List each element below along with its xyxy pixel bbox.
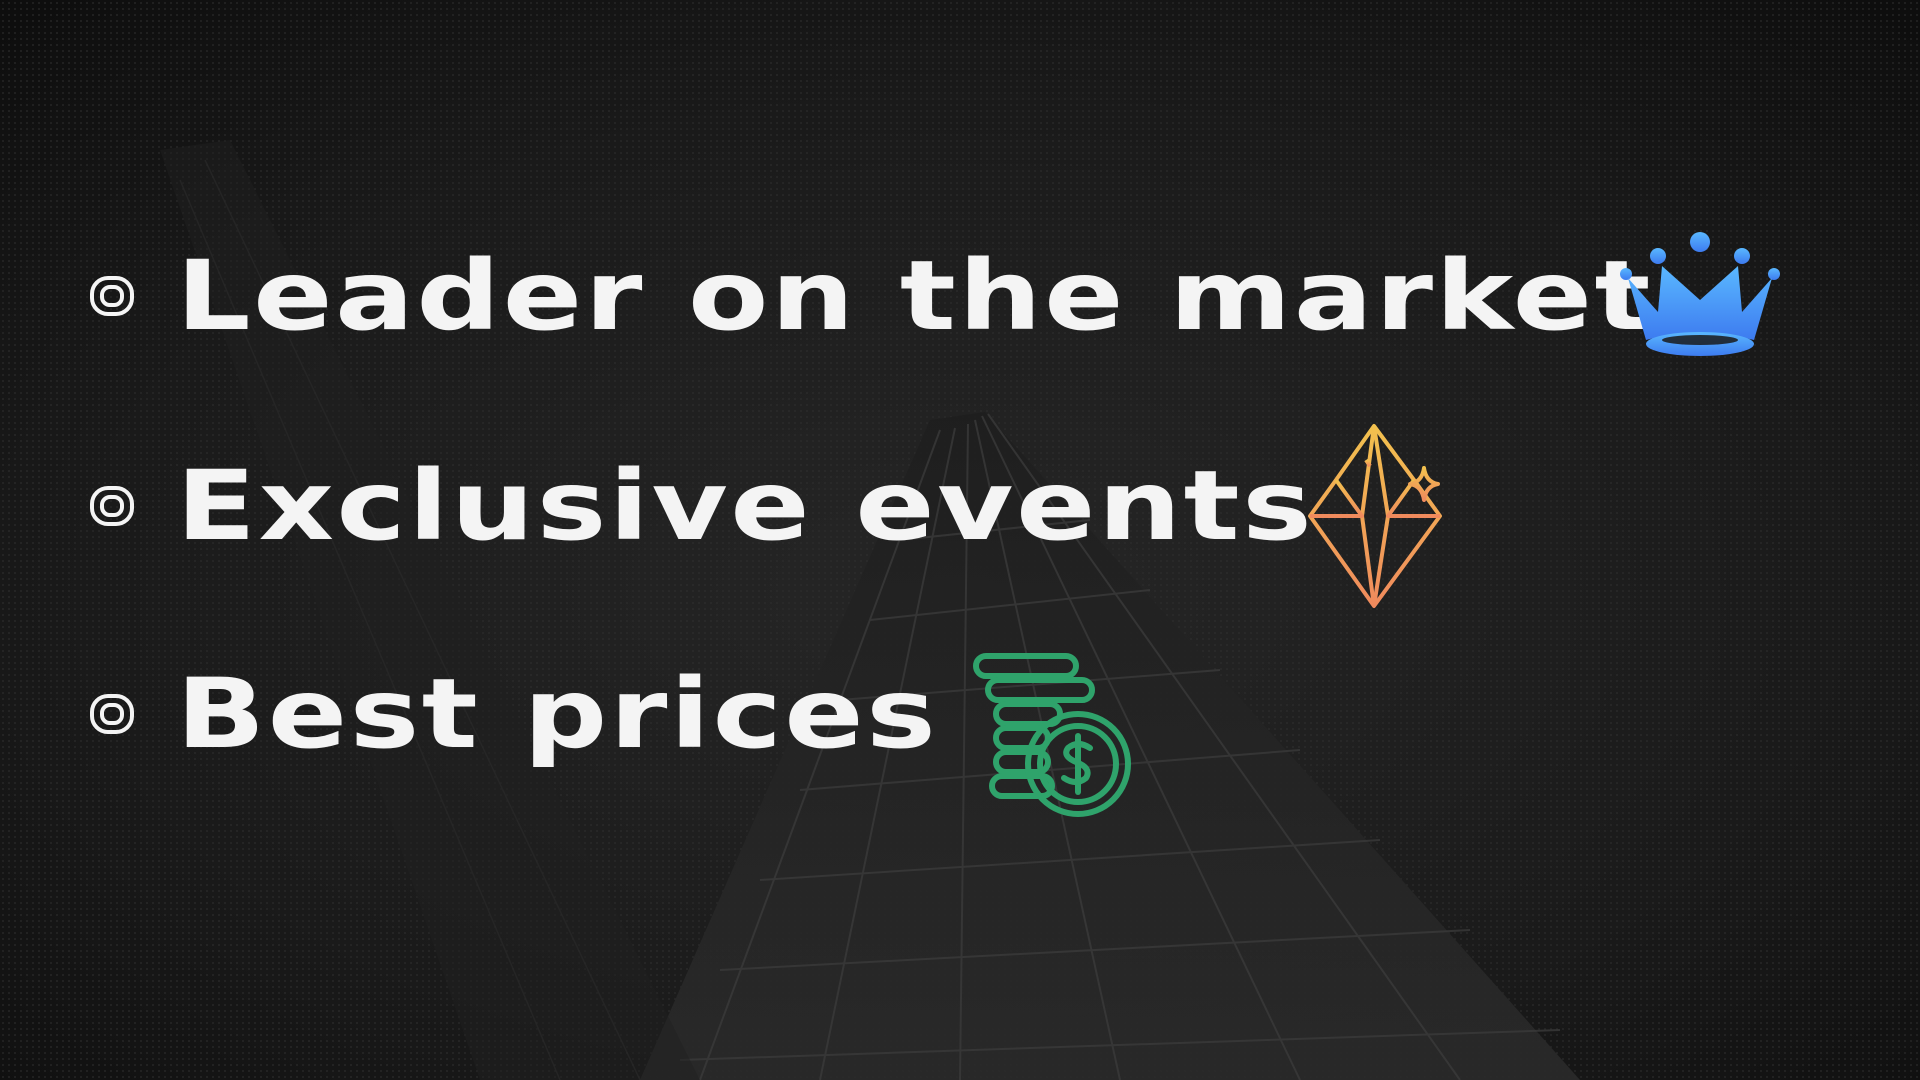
bullet-icon bbox=[90, 486, 134, 526]
coins-icon bbox=[973, 653, 1131, 817]
bullet-icon bbox=[90, 694, 134, 734]
feature-label: Leader on the market bbox=[176, 240, 1653, 352]
crown-icon bbox=[1620, 232, 1780, 356]
feature-label: Best prices bbox=[176, 658, 939, 770]
feature-item-leader: Leader on the market bbox=[88, 248, 1650, 344]
feature-item-best-prices: Best prices bbox=[88, 666, 936, 762]
feature-label: Exclusive events bbox=[176, 450, 1315, 562]
feature-item-exclusive-events: Exclusive events bbox=[88, 458, 1312, 554]
bullet-icon bbox=[90, 276, 134, 316]
diamond-icon bbox=[1308, 424, 1442, 608]
